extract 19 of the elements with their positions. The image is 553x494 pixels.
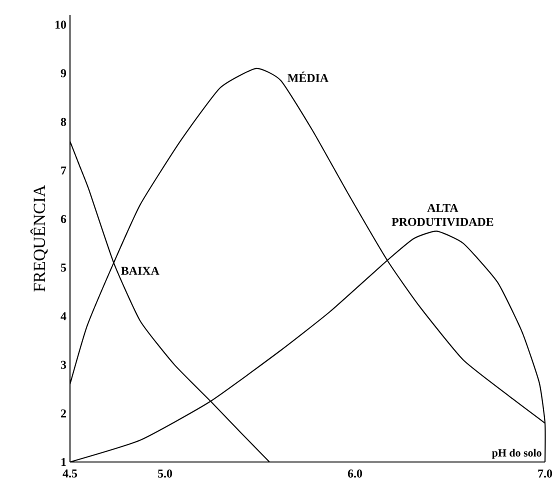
- y-tick-label: 5: [60, 264, 66, 272]
- y-tick-label: 9: [60, 69, 66, 78]
- y-axis-title: FREQUÊNCIA: [30, 184, 48, 292]
- series-label: MÉDIA: [288, 72, 328, 82]
- y-tick-label: 6: [60, 215, 66, 224]
- y-tick-label: 10: [55, 20, 66, 29]
- y-tick-label: 4: [60, 312, 66, 320]
- y-tick-label: 2: [61, 409, 66, 418]
- x-tick-label: 6.0: [348, 470, 362, 478]
- y-tick-label: 3: [60, 360, 66, 369]
- x-tick-label: 5.0: [158, 470, 172, 478]
- series-label: ALTA PRODUTIVIDADE: [392, 204, 494, 226]
- series-label: BAIXA: [121, 266, 160, 275]
- x-tick-label: 7.0: [538, 470, 552, 478]
- x-tick-label: 4.5: [62, 470, 78, 478]
- y-tick-label: 1: [61, 458, 66, 466]
- y-tick-label: 7: [61, 166, 66, 174]
- y-tick-label: 8: [60, 118, 66, 126]
- x-axis-title: pH do solo: [492, 448, 542, 459]
